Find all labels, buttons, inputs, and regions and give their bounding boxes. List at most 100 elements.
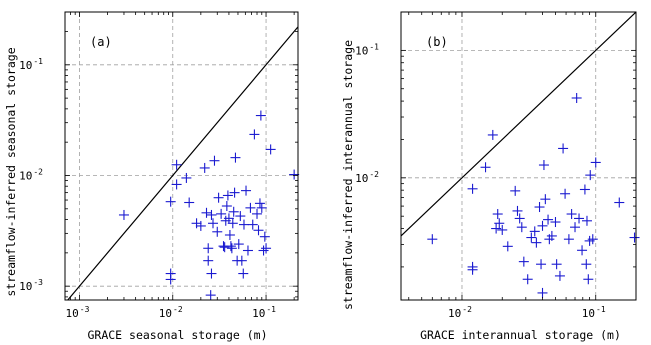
panel-b-points	[427, 92, 640, 298]
y-tick-label: 10-1	[19, 57, 43, 72]
data-point	[219, 242, 230, 253]
data-point	[558, 143, 569, 154]
data-point	[184, 197, 195, 208]
panel-b-one-to-one-line	[400, 11, 637, 237]
data-point	[258, 245, 269, 256]
data-point	[209, 155, 220, 166]
data-point	[224, 229, 235, 240]
data-point	[252, 208, 263, 219]
data-point	[227, 218, 238, 229]
data-point	[522, 274, 533, 285]
data-point	[581, 259, 592, 270]
data-point	[181, 172, 192, 183]
y-tick-exponent: -2	[369, 170, 379, 179]
data-point	[199, 162, 210, 173]
data-point	[206, 268, 217, 279]
data-point	[540, 194, 551, 205]
panel-a-ticks: 10-3 10-2 10-1 10-3 10-2 10-1	[19, 12, 298, 320]
data-point	[579, 184, 590, 195]
data-point	[259, 231, 270, 242]
y-tick-label: 10-1	[355, 42, 379, 57]
data-point	[203, 255, 214, 266]
data-point	[537, 287, 548, 298]
y-tick-label: 10-2	[355, 170, 379, 185]
y-tick-exponent: -3	[33, 278, 43, 287]
panel-a-scatter: 10-3 10-2 10-1 10-3 10-2 10-1 (a) GRACE seaso…	[4, 11, 300, 342]
data-point	[550, 217, 561, 228]
data-point	[497, 224, 508, 235]
data-point	[241, 185, 252, 196]
panel-a-label: (a)	[90, 35, 112, 49]
data-point	[191, 218, 202, 229]
data-point	[510, 185, 521, 196]
data-point	[487, 129, 498, 140]
data-point	[255, 110, 266, 121]
data-point	[165, 196, 176, 207]
panel-b-label: (b)	[426, 35, 448, 49]
data-point	[577, 245, 588, 256]
data-point	[289, 169, 300, 180]
data-point	[230, 152, 241, 163]
data-point	[229, 187, 240, 198]
data-point	[221, 201, 232, 212]
x-tick-label: 10-1	[252, 305, 276, 320]
x-tick-label: 10-2	[159, 305, 183, 320]
x-tick-exponent: -3	[80, 305, 90, 314]
data-point	[226, 243, 237, 254]
data-point	[534, 202, 545, 213]
data-point	[585, 170, 596, 181]
data-point	[584, 235, 595, 246]
x-tick-label: 10-2	[448, 305, 472, 320]
panel-a-points	[118, 110, 300, 301]
data-point	[171, 159, 182, 170]
data-point	[238, 268, 249, 279]
data-point	[245, 202, 256, 213]
x-tick-exponent: -2	[173, 305, 183, 314]
data-point	[265, 144, 276, 155]
data-point	[546, 230, 557, 241]
data-point	[216, 208, 227, 219]
data-point	[118, 209, 129, 220]
data-point	[629, 232, 640, 243]
data-point	[536, 259, 547, 270]
data-point	[543, 214, 554, 225]
data-point	[514, 213, 525, 224]
data-point	[560, 188, 571, 199]
panel-a-x-axis-label: GRACE seasonal storage (m)	[87, 328, 267, 342]
y-tick-exponent: -1	[369, 42, 379, 51]
data-point	[538, 160, 549, 171]
data-point	[537, 220, 548, 231]
data-point	[563, 234, 574, 245]
data-point	[236, 255, 247, 266]
data-point	[212, 226, 223, 237]
data-point	[233, 239, 244, 250]
data-point	[551, 259, 562, 270]
data-point	[512, 205, 523, 216]
data-point	[249, 129, 260, 140]
data-point	[228, 206, 239, 217]
data-point	[205, 290, 216, 301]
x-tick-label: 10-3	[66, 305, 90, 320]
panel-b-frame	[400, 11, 637, 301]
data-point	[256, 202, 267, 213]
data-point	[171, 179, 182, 190]
x-tick-exponent: -1	[266, 305, 276, 314]
panel-a-one-to-one-line	[67, 26, 299, 301]
data-point	[206, 209, 217, 220]
panel-b-scatter: 10-2 10-1 10-2 10-1 (b) GRACE interannual s…	[341, 11, 640, 342]
y-tick-exponent: -2	[33, 167, 43, 176]
x-tick-exponent: -1	[596, 305, 606, 314]
data-point	[583, 274, 594, 285]
data-point	[480, 162, 491, 173]
data-point	[467, 183, 478, 194]
data-point	[467, 264, 478, 275]
panel-b-grid	[401, 12, 636, 300]
data-point	[261, 243, 272, 254]
data-point	[554, 270, 565, 281]
data-point	[235, 211, 246, 222]
x-tick-label: 10-1	[582, 305, 606, 320]
data-point	[238, 219, 249, 230]
data-point	[207, 218, 218, 229]
data-point	[222, 190, 233, 201]
